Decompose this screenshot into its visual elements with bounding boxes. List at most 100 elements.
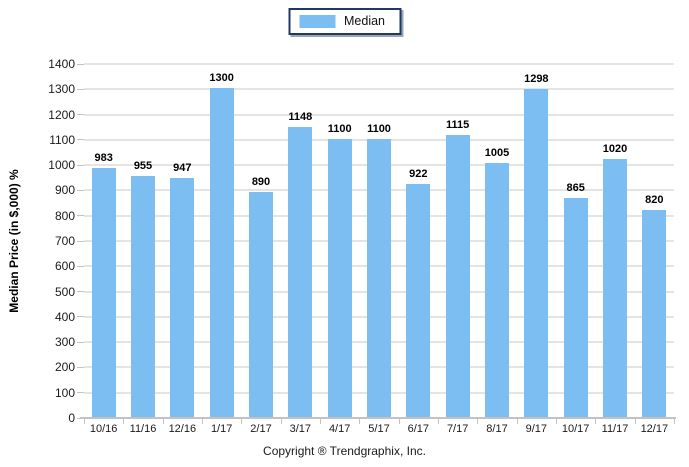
- y-axis-tick: [77, 139, 84, 141]
- x-tick-label: 12/16: [168, 423, 197, 435]
- legend-label: Median: [344, 14, 385, 28]
- bar: [524, 88, 549, 417]
- x-axis-tick: [320, 419, 321, 424]
- bar: [485, 162, 509, 417]
- bar: [170, 177, 195, 417]
- y-tick-label: 700: [54, 234, 75, 248]
- x-axis-tick: [477, 419, 479, 424]
- x-tick-label: 11/16: [129, 423, 157, 435]
- bar: [91, 168, 116, 417]
- copyright-text: Copyright ® Trendgraphix, Inc.: [263, 444, 426, 458]
- y-tick-label: 0: [68, 411, 75, 425]
- x-axis-tick: [123, 419, 125, 424]
- legend: Median: [288, 8, 401, 35]
- x-axis-tick: [84, 419, 85, 424]
- bar-value-label: 865: [566, 182, 585, 195]
- x-axis-tick: [556, 419, 557, 424]
- bar-value-label: 983: [94, 152, 113, 165]
- y-tick-label: 1100: [49, 132, 75, 147]
- x-axis-tick: [162, 419, 164, 424]
- y-axis-tick: [77, 265, 84, 267]
- bar-value-label: 1300: [209, 72, 234, 85]
- bar-value-label: 955: [133, 159, 153, 172]
- y-axis-tick: [77, 240, 84, 242]
- y-axis-tick: [77, 291, 84, 293]
- y-axis-tick: [77, 164, 84, 166]
- y-tick-label: 1000: [48, 158, 75, 173]
- bar: [603, 159, 627, 417]
- y-tick-label: 200: [54, 360, 75, 375]
- x-axis-line: [80, 417, 676, 419]
- y-tick-label: 600: [54, 259, 75, 274]
- x-tick-label: 8/17: [486, 423, 508, 435]
- y-axis-tick: [77, 114, 84, 116]
- x-tick-label: 5/17: [368, 423, 390, 435]
- y-tick-label: 1400: [48, 57, 75, 71]
- y-axis-tick: [77, 366, 84, 368]
- gridline: [84, 113, 674, 116]
- x-axis-tick: [280, 419, 282, 424]
- bar: [563, 198, 588, 417]
- bar: [131, 175, 155, 417]
- x-axis-tick: [595, 419, 597, 424]
- x-axis-tick: [674, 419, 675, 424]
- bar: [367, 138, 391, 417]
- x-tick-label: 7/17: [446, 423, 469, 435]
- y-axis-tick: [77, 88, 84, 90]
- x-tick-label: 3/17: [289, 423, 312, 435]
- x-tick-label: 11/17: [601, 423, 629, 435]
- x-tick-label: 10/17: [561, 423, 590, 435]
- y-tick-label: 400: [54, 309, 75, 324]
- x-axis-tick: [398, 419, 400, 424]
- bar-value-label: 947: [173, 161, 192, 174]
- bar-value-label: 922: [409, 167, 428, 180]
- x-tick-label: 10/16: [89, 423, 118, 435]
- x-tick-label: 12/17: [640, 423, 669, 435]
- x-tick-label: 4/17: [328, 423, 351, 435]
- bar: [445, 135, 470, 417]
- bar-value-label: 1100: [327, 122, 352, 135]
- gridline: [84, 63, 674, 65]
- y-axis-tick: [77, 341, 84, 343]
- bar: [249, 191, 273, 417]
- x-axis-tick: [202, 419, 203, 424]
- bar-value-label: 1298: [524, 72, 549, 85]
- x-axis-tick: [634, 419, 636, 424]
- bar-value-label: 1115: [446, 119, 470, 132]
- bar: [327, 138, 352, 417]
- bar-value-label: 1148: [288, 110, 313, 123]
- bar-value-label: 820: [645, 193, 664, 206]
- bar: [642, 209, 667, 417]
- x-tick-label: 6/17: [407, 423, 430, 435]
- y-tick-label: 500: [54, 284, 75, 299]
- legend-swatch-median: [299, 15, 335, 28]
- bar-value-label: 1020: [602, 143, 628, 156]
- x-axis-tick: [516, 419, 518, 424]
- x-axis-tick: [359, 419, 361, 424]
- y-axis-tick: [77, 63, 84, 65]
- x-tick-label: 2/17: [250, 423, 272, 435]
- y-tick-label: 1300: [48, 82, 75, 97]
- bar-value-label: 1005: [484, 146, 510, 159]
- y-axis-tick: [77, 316, 84, 318]
- y-tick-label: 900: [54, 183, 75, 198]
- bar-value-label: 890: [251, 175, 271, 188]
- x-axis-tick: [438, 419, 439, 424]
- y-tick-label: 800: [54, 208, 75, 223]
- y-tick-label: 1200: [48, 107, 75, 122]
- bar: [209, 88, 234, 417]
- y-axis-tick: [77, 215, 84, 217]
- bar-value-label: 1100: [367, 122, 391, 135]
- x-axis-tick: [241, 419, 243, 424]
- y-tick-label: 300: [54, 335, 75, 350]
- x-tick-label: 1/17: [210, 423, 233, 435]
- x-tick-label: 9/17: [525, 423, 548, 435]
- y-axis-tick: [77, 392, 84, 394]
- y-tick-label: 100: [54, 385, 75, 400]
- gridline: [84, 88, 674, 91]
- bar: [288, 126, 313, 417]
- bar: [406, 183, 431, 417]
- y-axis-tick: [77, 189, 84, 191]
